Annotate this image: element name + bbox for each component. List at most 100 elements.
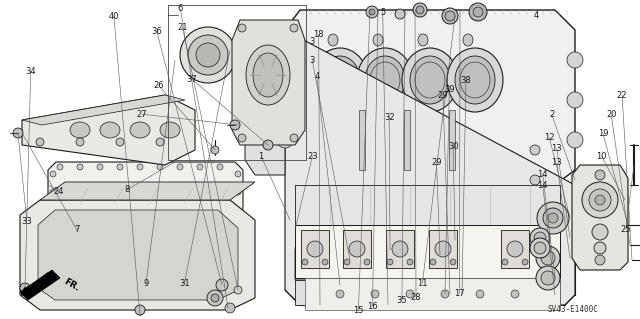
Circle shape	[137, 164, 143, 170]
Circle shape	[567, 52, 583, 68]
Polygon shape	[425, 230, 465, 280]
Circle shape	[507, 241, 523, 257]
Circle shape	[57, 164, 63, 170]
Circle shape	[537, 202, 569, 234]
Polygon shape	[20, 200, 255, 310]
Circle shape	[349, 241, 365, 257]
Circle shape	[511, 290, 519, 298]
Circle shape	[594, 242, 606, 254]
Ellipse shape	[480, 232, 500, 248]
Circle shape	[211, 294, 219, 302]
Ellipse shape	[305, 232, 325, 248]
Circle shape	[50, 171, 56, 177]
Circle shape	[97, 209, 103, 215]
Circle shape	[290, 24, 298, 32]
Text: 10: 10	[596, 152, 607, 161]
Circle shape	[20, 283, 30, 293]
Circle shape	[157, 209, 163, 215]
Text: 23: 23	[307, 152, 317, 161]
Text: FR.: FR.	[62, 277, 81, 293]
Circle shape	[369, 9, 375, 15]
Circle shape	[474, 261, 482, 269]
Text: 37: 37	[187, 75, 197, 84]
Circle shape	[211, 146, 219, 154]
Circle shape	[408, 261, 416, 269]
Circle shape	[430, 259, 436, 265]
Circle shape	[541, 271, 555, 285]
Circle shape	[307, 241, 323, 257]
Polygon shape	[335, 230, 375, 280]
Bar	[449, 110, 455, 170]
Circle shape	[530, 205, 540, 215]
Text: 20: 20	[606, 110, 616, 119]
Polygon shape	[380, 230, 420, 280]
Circle shape	[371, 290, 379, 298]
Circle shape	[567, 132, 583, 148]
Circle shape	[543, 208, 563, 228]
Circle shape	[117, 164, 123, 170]
Text: 13: 13	[552, 144, 562, 153]
Circle shape	[277, 52, 293, 68]
Circle shape	[50, 189, 56, 195]
Circle shape	[216, 279, 228, 291]
Circle shape	[522, 259, 528, 265]
Ellipse shape	[390, 232, 410, 248]
Circle shape	[450, 259, 456, 265]
Circle shape	[530, 175, 540, 185]
Text: 40: 40	[109, 12, 119, 21]
Circle shape	[238, 134, 246, 142]
Circle shape	[339, 261, 347, 269]
Circle shape	[445, 11, 455, 21]
Circle shape	[235, 189, 241, 195]
Circle shape	[595, 195, 605, 205]
Circle shape	[469, 3, 487, 21]
Text: 3: 3	[310, 56, 315, 65]
Text: 12: 12	[544, 133, 554, 142]
Circle shape	[592, 224, 608, 240]
Circle shape	[582, 182, 618, 218]
Circle shape	[366, 6, 378, 18]
Bar	[501, 230, 529, 268]
Text: 31: 31	[179, 279, 189, 288]
Circle shape	[323, 261, 331, 269]
Polygon shape	[22, 95, 185, 125]
Circle shape	[530, 145, 540, 155]
Circle shape	[395, 9, 405, 19]
Text: 11: 11	[417, 279, 428, 288]
Bar	[168, 5, 306, 160]
Ellipse shape	[70, 122, 90, 138]
Text: 6: 6	[178, 4, 183, 13]
Text: 7: 7	[74, 225, 79, 234]
Text: 4: 4	[534, 11, 539, 20]
Text: 29: 29	[438, 91, 448, 100]
Circle shape	[541, 251, 555, 265]
Circle shape	[407, 259, 413, 265]
Polygon shape	[22, 95, 195, 165]
Ellipse shape	[410, 56, 450, 104]
Circle shape	[197, 164, 203, 170]
Text: 33: 33	[22, 217, 32, 226]
Polygon shape	[295, 225, 560, 278]
Circle shape	[135, 305, 145, 315]
Circle shape	[344, 259, 350, 265]
Polygon shape	[48, 162, 243, 217]
Circle shape	[116, 138, 124, 146]
Bar	[359, 110, 365, 170]
Ellipse shape	[455, 56, 495, 104]
Text: 21: 21	[177, 23, 188, 32]
Text: 18: 18	[314, 30, 324, 39]
Circle shape	[57, 209, 63, 215]
Circle shape	[77, 164, 83, 170]
Circle shape	[299, 261, 307, 269]
Text: 24: 24	[54, 187, 64, 196]
Circle shape	[217, 164, 223, 170]
Ellipse shape	[435, 232, 455, 248]
Circle shape	[263, 140, 273, 150]
Circle shape	[392, 241, 408, 257]
Ellipse shape	[100, 122, 120, 138]
Polygon shape	[572, 165, 628, 270]
Circle shape	[534, 242, 546, 254]
Circle shape	[76, 138, 84, 146]
Circle shape	[235, 171, 241, 177]
Circle shape	[384, 261, 392, 269]
